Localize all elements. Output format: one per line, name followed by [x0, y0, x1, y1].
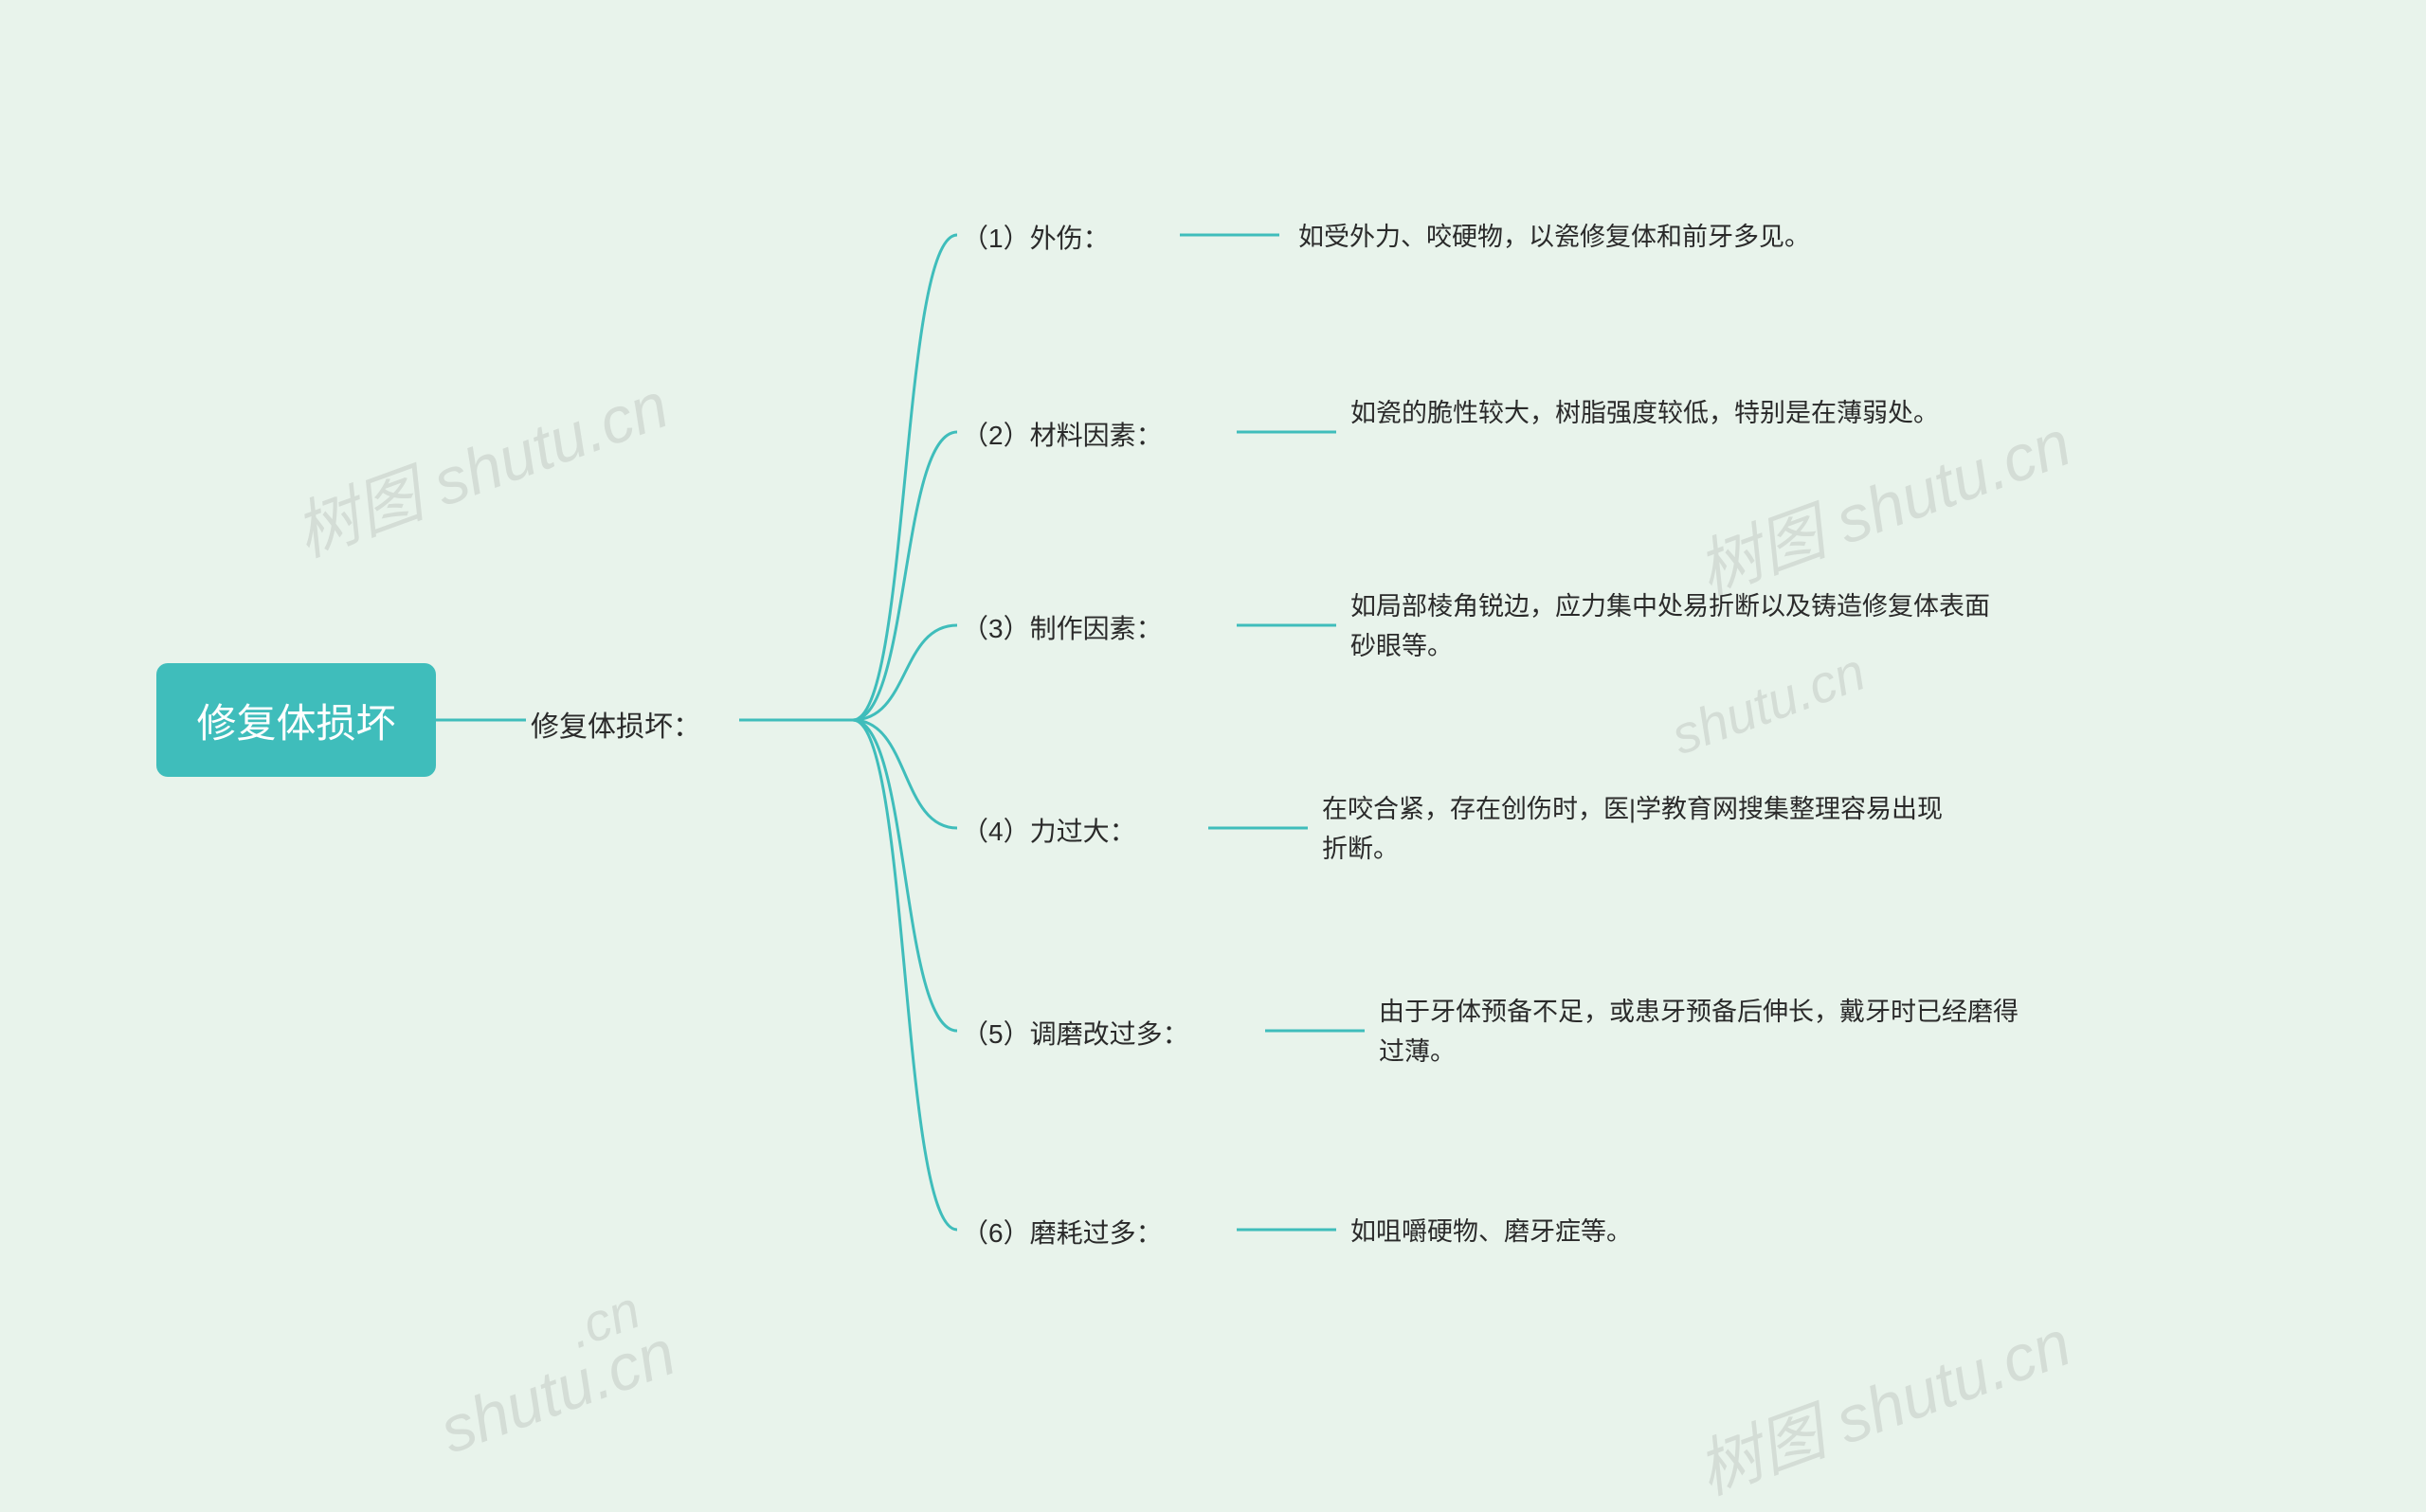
level2-item: （1）外伤： [962, 218, 1110, 256]
level2-detail: 如咀嚼硬物、磨牙症等。 [1350, 1213, 1995, 1252]
level1-node: 修复体损坏： [531, 703, 701, 745]
watermark: 树图 shutu.cn [280, 353, 679, 575]
level2-detail: 在咬合紧，存在创伤时，医|学教育网搜集整理容易出现折断。 [1322, 790, 1966, 870]
watermark: 树图 shutu.cn [1682, 1291, 2081, 1512]
mindmap-canvas: 树图 shutu.cn 树图 shutu.cn shutu.cn 树图 shut… [0, 0, 2426, 1445]
level2-item: （6）磨耗过多： [962, 1213, 1163, 1251]
level2-detail: 由于牙体预备不足，或患牙预备后伸长，戴牙时已经磨得过薄。 [1379, 993, 2023, 1072]
level2-detail: 如瓷的脆性较大，树脂强度较低，特别是在薄弱处。 [1350, 394, 1995, 434]
level2-item: （3）制作因素： [962, 608, 1163, 646]
level2-detail: 如受外力、咬硬物，以瓷修复体和前牙多见。 [1298, 218, 1981, 258]
level2-item: （2）材料因素： [962, 415, 1163, 453]
root-node: 修复体损坏 [156, 663, 436, 777]
watermark: .cn [560, 1278, 647, 1360]
level2-item: （5）调磨改过多： [962, 1014, 1189, 1052]
level2-detail: 如局部棱角锐边，应力集中处易折断以及铸造修复体表面砂眼等。 [1350, 587, 1995, 667]
watermark: shutu.cn [430, 1315, 684, 1467]
level2-item: （4）力过大： [962, 811, 1136, 849]
